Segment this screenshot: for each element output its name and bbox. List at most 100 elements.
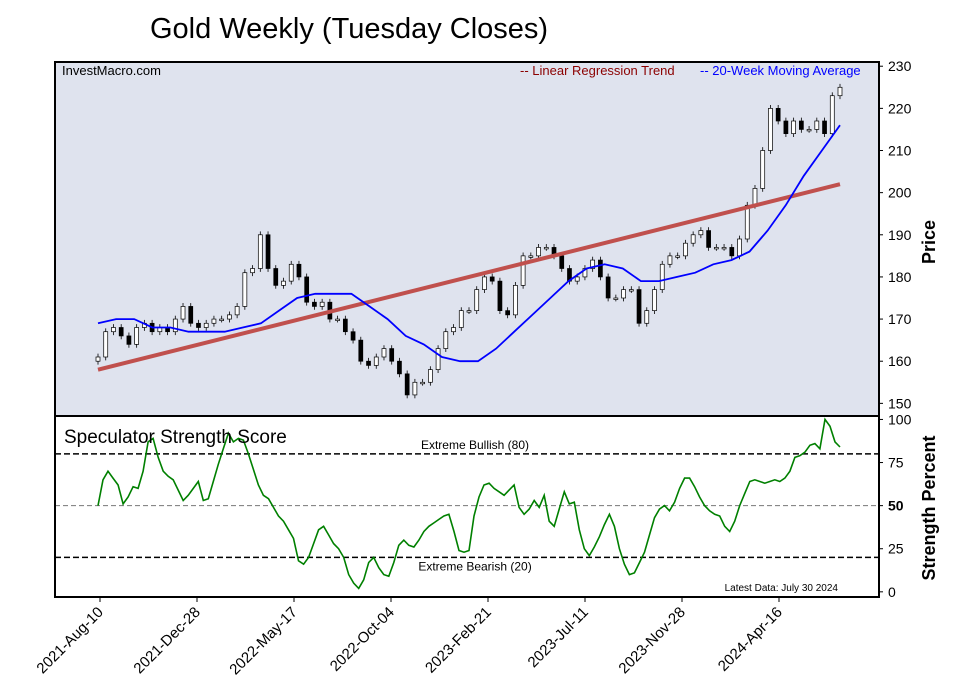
candle xyxy=(389,348,395,362)
candle xyxy=(134,327,139,345)
price-panel xyxy=(55,62,879,416)
price-tick-label: 190 xyxy=(888,227,912,243)
candle xyxy=(605,276,611,299)
candle xyxy=(188,306,194,324)
candle xyxy=(381,348,387,358)
moving-average-line xyxy=(97,124,841,363)
candle xyxy=(435,348,441,370)
candle xyxy=(296,263,302,278)
price-tick-label: 200 xyxy=(888,185,912,201)
price-tick-label: 170 xyxy=(888,311,912,327)
candle xyxy=(103,331,109,358)
x-tick-label: 2023-Jul-11 xyxy=(525,604,592,671)
legend-regression: -- Linear Regression Trend xyxy=(520,63,675,78)
candle xyxy=(250,268,255,274)
candle xyxy=(111,327,116,333)
candle xyxy=(621,289,626,299)
score-panel xyxy=(55,416,879,597)
candle xyxy=(775,108,781,122)
candle xyxy=(335,318,340,321)
candle xyxy=(698,230,704,236)
x-tick-label: 2023-Feb-21 xyxy=(422,604,495,677)
candle xyxy=(219,318,225,321)
candle xyxy=(822,120,827,134)
price-tick-label: 210 xyxy=(888,143,912,159)
candle xyxy=(520,255,526,286)
price-tick-label: 220 xyxy=(888,100,912,116)
candle xyxy=(265,234,271,269)
candle xyxy=(543,247,549,250)
candle xyxy=(652,289,657,311)
candle xyxy=(744,204,750,240)
score-tick-label: 75 xyxy=(888,455,904,471)
candle xyxy=(428,369,433,383)
candle xyxy=(172,318,178,333)
threshold-label: Extreme Bearish (20) xyxy=(418,559,531,573)
candle xyxy=(590,259,596,269)
score-tick-label: 100 xyxy=(888,411,912,427)
candle xyxy=(312,301,317,307)
candle xyxy=(706,230,711,248)
candle xyxy=(752,188,758,206)
candle xyxy=(505,310,510,316)
candle xyxy=(497,280,503,311)
score-tick-label: 0 xyxy=(888,584,896,600)
candle xyxy=(358,339,364,362)
score-panel-frame xyxy=(54,415,880,598)
candle xyxy=(528,255,534,258)
candle xyxy=(513,285,518,316)
candle xyxy=(466,310,472,313)
candle xyxy=(451,327,456,333)
candle xyxy=(257,234,263,269)
regression-line xyxy=(97,182,841,372)
x-tick-label: 2024-Apr-16 xyxy=(715,604,786,675)
candle xyxy=(683,242,688,257)
candle xyxy=(281,280,286,286)
candle xyxy=(350,331,356,341)
candle xyxy=(342,318,348,333)
candle xyxy=(288,263,294,282)
candle xyxy=(404,373,410,396)
candle xyxy=(95,356,101,362)
candle xyxy=(373,356,379,366)
price-tick-label: 160 xyxy=(888,353,912,369)
price-tick-label: 230 xyxy=(888,58,912,74)
candle xyxy=(180,306,186,320)
candle xyxy=(799,120,804,130)
score-tick-label: 50 xyxy=(888,498,904,514)
candle xyxy=(628,289,634,292)
candle xyxy=(203,322,209,328)
candle xyxy=(458,310,464,328)
candle xyxy=(737,238,742,257)
x-tick-label: 2021-Dec-28 xyxy=(130,604,203,677)
candle xyxy=(366,360,371,366)
candle xyxy=(304,276,310,303)
price-tick-label: 150 xyxy=(888,395,912,411)
strength-score-line xyxy=(97,417,841,590)
threshold-label: Extreme Bullish (80) xyxy=(421,438,529,452)
x-tick-label: 2022-May-17 xyxy=(226,604,301,679)
candle xyxy=(211,318,217,324)
candle xyxy=(829,95,835,134)
candle xyxy=(489,276,495,282)
candle xyxy=(126,335,132,345)
candle xyxy=(273,268,279,286)
candle xyxy=(760,150,766,189)
candle xyxy=(482,276,487,290)
score-tick-label: 25 xyxy=(888,541,904,557)
candle xyxy=(559,255,565,269)
candle xyxy=(582,268,588,278)
latest-data-label: Latest Data: July 30 2024 xyxy=(725,583,839,594)
x-tick-label: 2021-Aug-10 xyxy=(33,604,106,677)
candle xyxy=(768,108,773,151)
candle xyxy=(721,247,727,250)
candle xyxy=(783,120,789,134)
legend-moving-average: -- 20-Week Moving Average xyxy=(700,63,861,78)
candle xyxy=(234,306,240,316)
price-tick-label: 180 xyxy=(888,269,912,285)
candle xyxy=(675,255,681,258)
candle xyxy=(814,120,820,130)
candle xyxy=(227,314,232,320)
price-axis-title: Price xyxy=(919,220,939,264)
